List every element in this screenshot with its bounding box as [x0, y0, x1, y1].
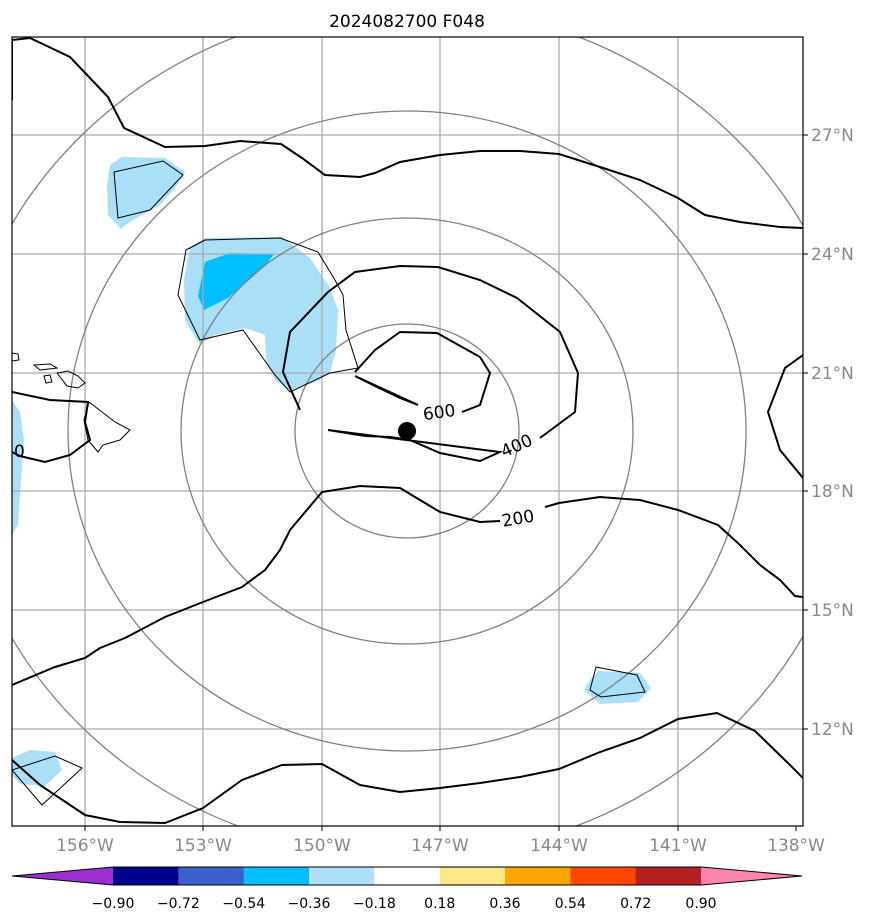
- lat-label-12n: 12°N: [811, 720, 854, 740]
- colorbar-outline: [11, 866, 803, 886]
- colorbar-tick-label: 0.90: [685, 896, 716, 912]
- contour-600: [354, 330, 492, 413]
- range-rings: [12, 37, 803, 826]
- colorbar-tick-label: 0.54: [555, 896, 586, 912]
- colorbar-swatch: [439, 867, 506, 885]
- lat-label-15n: 15°N: [811, 601, 854, 621]
- map-panel: 600 400 200 0: [12, 37, 803, 826]
- colorbar-swatch: [113, 867, 179, 885]
- contour-labels: 600 400 200 0: [14, 401, 536, 532]
- colorbar-tick-label: −0.72: [157, 896, 200, 912]
- island-hawaii: [83, 401, 131, 453]
- colorbar-swatch: [178, 867, 245, 885]
- contour-0-west: [12, 391, 92, 464]
- contour-200-east: [766, 354, 803, 479]
- colorbar-swatch: [635, 867, 702, 885]
- lat-labels: 27°N 24°N 21°N 18°N 15°N 12°N: [803, 126, 854, 740]
- storm-center-marker: [398, 422, 416, 440]
- colorbar-extend-low: [12, 867, 113, 885]
- shade-west-edge: [12, 400, 24, 535]
- contour-label-0: 0: [14, 442, 25, 462]
- range-ring-2: [180, 217, 634, 645]
- outline-nw: [113, 160, 184, 219]
- contour-200-lower: [12, 711, 803, 825]
- colorbar-tick-label: −0.54: [222, 896, 265, 912]
- lon-label-153w: 153°W: [174, 836, 232, 856]
- lon-label-138w: 138°W: [767, 836, 825, 856]
- colorbar-tick-label: 0.72: [620, 896, 651, 912]
- lat-label-21n: 21°N: [811, 364, 854, 384]
- lat-label-27n: 27°N: [811, 126, 854, 146]
- contour-label-400: 400: [498, 431, 536, 462]
- island-molokai: [32, 363, 59, 371]
- shade-central-core: [198, 253, 274, 310]
- coastlines: [12, 160, 646, 806]
- colorbar-swatches: [12, 867, 802, 885]
- shade-nw-patch: [107, 157, 185, 229]
- colorbar-tick-label: 0.36: [489, 896, 520, 912]
- contours: [12, 37, 803, 825]
- range-ring-1: [294, 323, 520, 539]
- colorbar-extend-high: [701, 867, 802, 885]
- island-maui: [56, 370, 86, 389]
- colorbar-ticks: −0.90 −0.72 −0.54 −0.36 −0.18 0.18 0.36 …: [92, 896, 717, 912]
- shaded-field: [12, 157, 651, 786]
- lon-label-147w: 147°W: [411, 836, 469, 856]
- figure-title: 2024082700 F048: [329, 12, 485, 32]
- colorbar-swatch: [570, 867, 637, 885]
- lon-label-144w: 144°W: [530, 836, 588, 856]
- outline-se: [589, 666, 646, 698]
- map-frame: [11, 36, 804, 827]
- contour-400: [281, 264, 580, 463]
- contour-200-middle: [12, 484, 803, 686]
- lat-label-24n: 24°N: [811, 245, 854, 265]
- contour-200-upper: [12, 37, 803, 229]
- colorbar-tick-label: −0.18: [353, 896, 396, 912]
- colorbar-swatch: [374, 867, 441, 885]
- colorbar-tick-label: −0.90: [92, 896, 135, 912]
- outline-sw: [12, 755, 83, 806]
- colorbar-swatch: [243, 867, 310, 885]
- lon-label-141w: 141°W: [649, 836, 707, 856]
- range-ring-3: [67, 110, 747, 752]
- contour-label-200: 200: [500, 506, 535, 531]
- island-oahu: [12, 352, 20, 362]
- island-lanai: [43, 374, 53, 384]
- colorbar-swatch: [505, 867, 571, 885]
- lat-label-18n: 18°N: [811, 482, 854, 502]
- colorbar-tick-label: 0.18: [424, 896, 455, 912]
- colorbar-tick-label: −0.36: [288, 896, 331, 912]
- graticule: [12, 37, 803, 826]
- lon-labels: 156°W 153°W 150°W 147°W 144°W 141°W 138°…: [56, 826, 825, 856]
- colorbar: −0.90 −0.72 −0.54 −0.36 −0.18 0.18 0.36 …: [11, 866, 803, 912]
- lon-label-156w: 156°W: [56, 836, 114, 856]
- contour-label-600: 600: [422, 401, 457, 425]
- lon-label-150w: 150°W: [293, 836, 351, 856]
- shade-se-patch: [584, 671, 651, 704]
- colorbar-swatch: [309, 867, 375, 885]
- shade-sw-patch: [12, 750, 62, 786]
